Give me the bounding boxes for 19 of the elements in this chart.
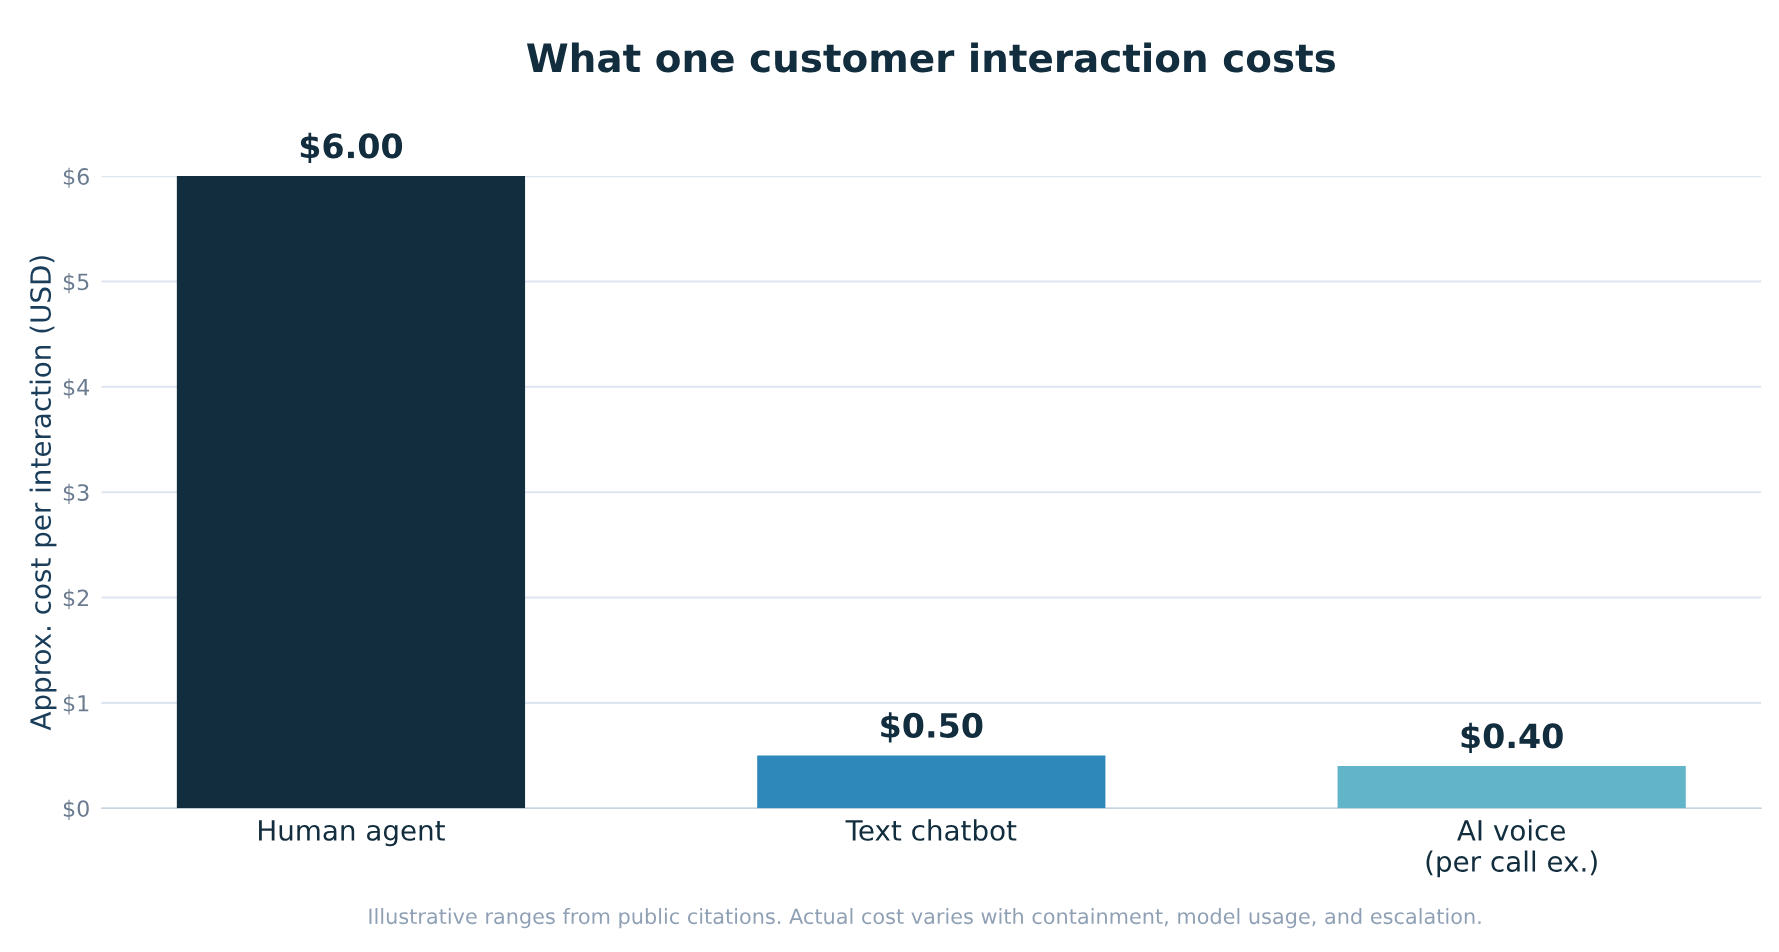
data-label: $0.40 — [1461, 722, 1563, 753]
y-tick-label: $6 — [63, 167, 89, 188]
bar — [1337, 766, 1686, 809]
x-tick-label: Text chatbot — [845, 819, 1017, 841]
x-tick-label: Human agent — [259, 820, 445, 847]
y-tick-label: $1 — [63, 694, 89, 715]
data-label: $6.00 — [300, 132, 403, 163]
x-tick-label: AI voice (per call ex.) — [1426, 819, 1597, 878]
bar — [757, 755, 1106, 809]
y-tick-label: $5 — [63, 273, 89, 294]
chart-title: What one customer interaction costs — [526, 42, 1335, 73]
bar — [176, 176, 526, 809]
y-tick-label: $0 — [63, 799, 89, 820]
y-tick-label: $2 — [63, 589, 89, 610]
data-label: $0.50 — [881, 712, 983, 743]
text: Illustrative ranges from public citations. Actual cost varies with containment, model usage, and escalation. — [369, 908, 1481, 929]
y-tick-label: $4 — [63, 378, 90, 399]
y-axis-title: Approx. cost per interaction (USD) — [29, 256, 57, 731]
y-tick-label: $3 — [63, 483, 89, 504]
